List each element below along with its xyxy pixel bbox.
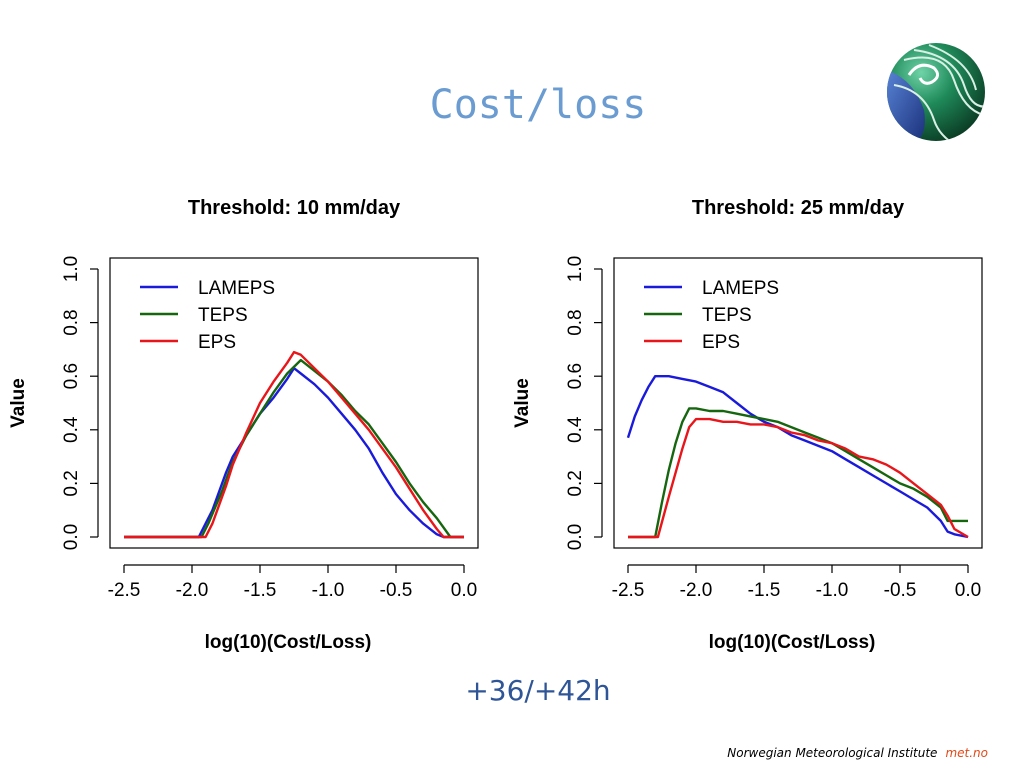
y-tick-label: 0.0: [61, 524, 82, 550]
x-tick-label: -2.0: [680, 580, 713, 601]
x-axis-label: log(10)(Cost/Loss): [709, 632, 876, 653]
chart-title: Threshold: 25 mm/day: [692, 197, 905, 219]
y-tick-label: 0.4: [61, 416, 82, 443]
y-tick-label: 0.8: [565, 309, 586, 335]
cost-loss-chart-25mm: Threshold: 25 mm/day -2.5 -2.0 -1.5 -1.0 -0.5…: [512, 197, 983, 653]
x-tick-label: -2.5: [612, 580, 645, 601]
series-line-teps: [124, 358, 464, 539]
series-line-eps: [628, 417, 969, 539]
x-axis-label: log(10)(Cost/Loss): [205, 632, 372, 653]
y-tick-label: 1.0: [565, 256, 586, 282]
legend-label-teps: TEPS: [198, 305, 248, 326]
series-line-eps: [124, 350, 464, 539]
footer-brand: met.no: [945, 746, 988, 760]
y-tick-label: 1.0: [61, 256, 82, 282]
y-tick-label: 0.8: [61, 309, 82, 335]
x-tick-label: -1.0: [816, 580, 849, 601]
met-logo-icon: [887, 43, 985, 141]
y-axis-label: Value: [8, 378, 29, 428]
y-tick-label: 0.6: [61, 363, 82, 389]
x-tick-label: -2.5: [108, 580, 141, 601]
legend-label-teps: TEPS: [702, 305, 752, 326]
legend-label-lameps: LAMEPS: [198, 278, 275, 299]
footer: Norwegian Meteorological Institute met.no: [727, 746, 988, 760]
x-tick-label: 0.0: [451, 580, 477, 601]
plot-frame: [613, 257, 983, 549]
series-line-lameps: [124, 366, 464, 539]
y-tick-label: 0.2: [61, 470, 82, 496]
x-tick-label: -0.5: [884, 580, 917, 601]
slide-title: Cost/loss: [429, 82, 647, 128]
x-tick-label: -1.5: [244, 580, 277, 601]
y-axis-label: Value: [512, 378, 533, 428]
cost-loss-chart-10mm: Threshold: 10 mm/day -2.5 -2.0 -1.5 -1.0 -0.5…: [8, 197, 479, 653]
forecast-lead-time: +36/+42h: [465, 674, 611, 707]
x-tick-label: -1.5: [748, 580, 781, 601]
legend-label-eps: EPS: [198, 332, 236, 353]
x-tick-label: -1.0: [312, 580, 345, 601]
plot-frame: [109, 257, 479, 549]
footer-institute: Norwegian Meteorological Institute: [727, 746, 938, 760]
y-tick-label: 0.2: [565, 470, 586, 496]
x-tick-label: -0.5: [380, 580, 413, 601]
x-tick-label: 0.0: [955, 580, 981, 601]
y-tick-label: 0.0: [565, 524, 586, 550]
x-tick-label: -2.0: [176, 580, 209, 601]
y-tick-label: 0.4: [565, 416, 586, 443]
chart-title: Threshold: 10 mm/day: [188, 197, 401, 219]
series-line-lameps: [626, 374, 969, 539]
legend-label-lameps: LAMEPS: [702, 278, 779, 299]
y-tick-label: 0.6: [565, 363, 586, 389]
legend-label-eps: EPS: [702, 332, 740, 353]
series-line-teps: [628, 407, 968, 539]
